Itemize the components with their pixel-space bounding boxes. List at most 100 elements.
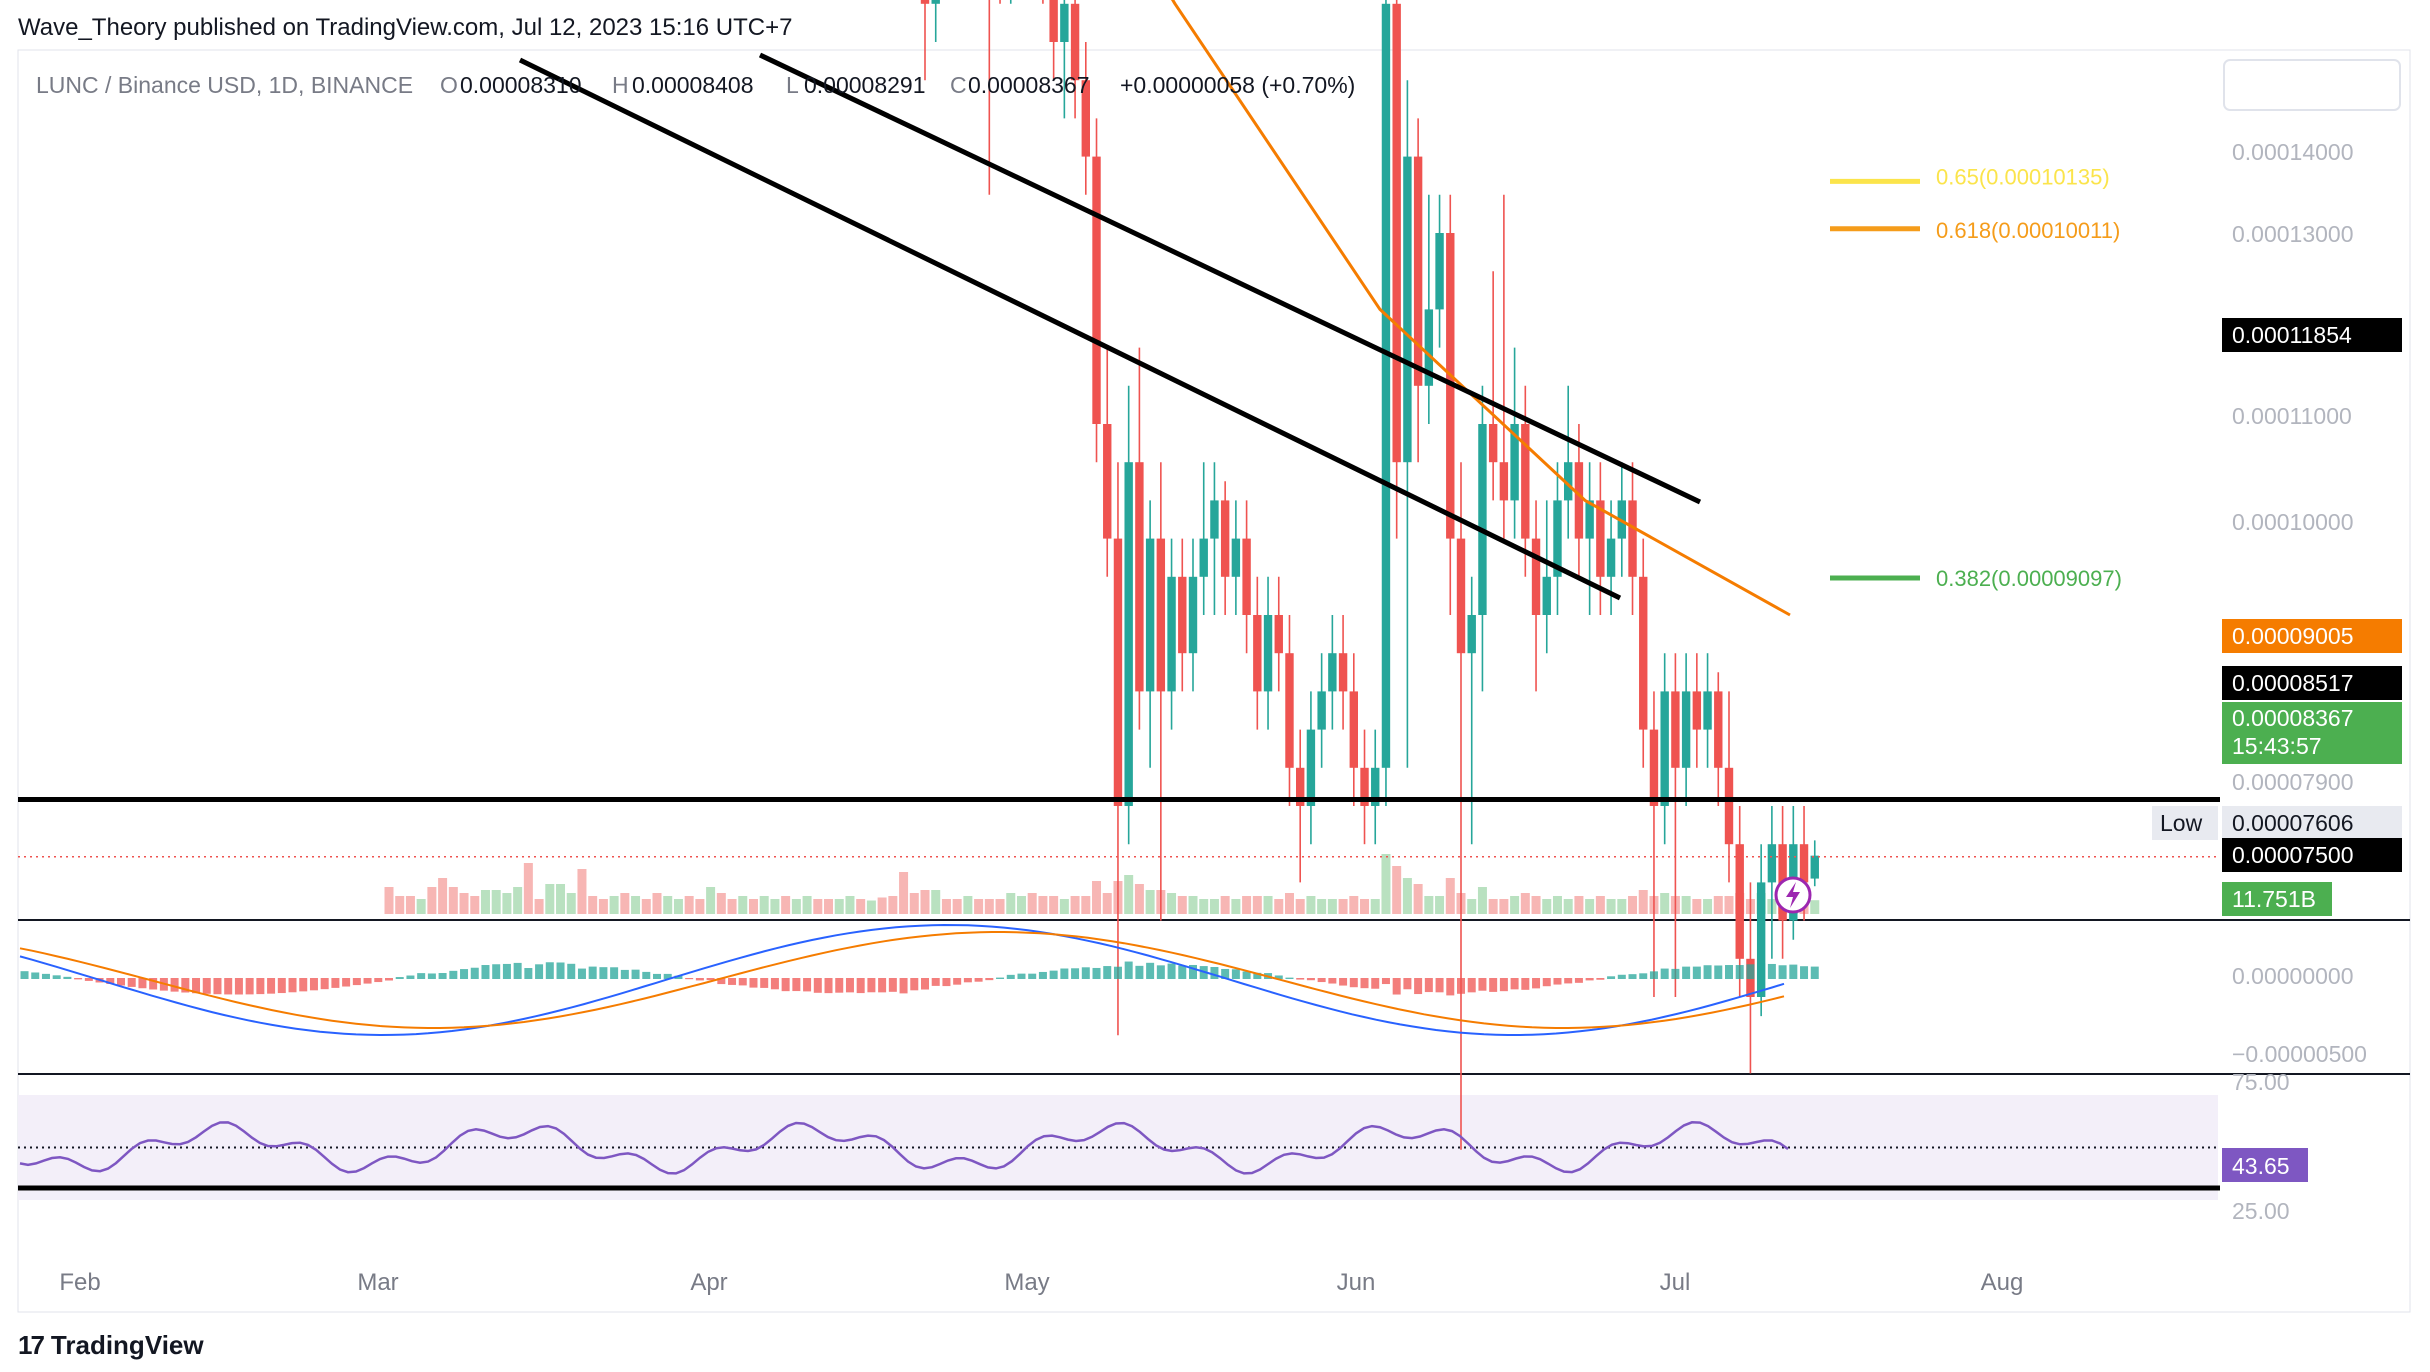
- volume-bar: [706, 887, 716, 914]
- volume-bar: [1542, 899, 1552, 914]
- macd-histogram-bar: [1317, 978, 1326, 983]
- macd-histogram-bar: [1360, 978, 1369, 989]
- volume-bar: [1435, 896, 1445, 914]
- volume-bar: [545, 884, 555, 914]
- x-tick-label: May: [1004, 1269, 1049, 1296]
- candle-body: [931, 0, 940, 4]
- volume-bar: [609, 896, 619, 914]
- price-axis[interactable]: 0.00014000 0.00013000 0.00011000 0.00010…: [2232, 139, 2354, 795]
- volume-tag-bg: [2222, 882, 2332, 916]
- macd-histogram-bar: [1371, 978, 1380, 989]
- macd-histogram-bar: [974, 978, 983, 982]
- macd-histogram-bar: [1306, 978, 1315, 981]
- candle-body: [1199, 538, 1208, 577]
- x-tick-label: Apr: [690, 1269, 727, 1296]
- macd-histogram-bar: [1178, 965, 1187, 979]
- volume-bar: [577, 869, 587, 914]
- volume-bar: [781, 896, 791, 914]
- legend-h-value: 0.00008408: [632, 72, 754, 98]
- volume-bar: [1617, 899, 1627, 914]
- volume-bar: [620, 893, 630, 914]
- volume-bar: [1531, 896, 1541, 914]
- candle-body: [1210, 500, 1219, 539]
- volume-bar: [480, 890, 490, 914]
- macd-histogram-bar: [1628, 974, 1637, 979]
- macd-histogram-bar: [1542, 978, 1551, 987]
- volume-bar: [1381, 854, 1391, 914]
- volume-bar: [834, 899, 844, 914]
- volume-bar: [1467, 899, 1477, 914]
- volume-bar: [1231, 899, 1241, 914]
- macd-histogram-bar: [577, 968, 586, 979]
- candle-body: [1081, 80, 1090, 157]
- volume-bar: [1360, 899, 1370, 914]
- volume-bar: [695, 899, 705, 914]
- volume-bar: [513, 887, 523, 914]
- fib-level-label: 0.618(0.00010011): [1936, 218, 2120, 243]
- volume-bar: [1477, 887, 1487, 914]
- macd-histogram-bar: [653, 973, 661, 979]
- y-tick-label: 0.00010000: [2232, 509, 2354, 535]
- candle-body: [1499, 462, 1509, 501]
- macd-histogram-bar: [535, 964, 544, 979]
- candle-body: [1338, 653, 1348, 692]
- macd-histogram-bar: [1446, 978, 1455, 996]
- macd-line: [19, 923, 1785, 1037]
- volume-bar: [427, 887, 437, 914]
- fib-level-label: 0.382(0.00009097): [1936, 566, 2122, 591]
- macd-histogram-bar: [1328, 978, 1337, 984]
- macd-histogram-bar: [760, 978, 769, 988]
- macd-histogram-bar: [717, 978, 726, 985]
- volume-bar: [963, 896, 973, 914]
- macd-histogram-bar: [1135, 965, 1144, 979]
- indicator-axis[interactable]: 0.00000000 −0.00000500 75.00 25.00: [2232, 963, 2367, 1224]
- lightning-icon[interactable]: [1774, 876, 1812, 914]
- legend-button[interactable]: [2223, 59, 2401, 111]
- macd-histogram-bar: [921, 978, 929, 990]
- candle-body: [1596, 500, 1605, 577]
- macd-histogram-bar: [545, 962, 554, 979]
- countdown-tag: 15:43:57: [2232, 733, 2322, 759]
- macd-histogram-bar: [1607, 976, 1616, 979]
- candle-body: [1135, 462, 1144, 692]
- low-tag: 0.00007606: [2232, 810, 2354, 836]
- macd-histogram-bar: [1467, 978, 1476, 993]
- volume-bar: [1081, 896, 1091, 914]
- candles-layer: [920, 0, 1819, 1150]
- ma-long-tag: 0.00011854: [2232, 322, 2352, 348]
- tradingview-brand: TradingView: [50, 1330, 204, 1360]
- macd-histogram-bar: [1349, 978, 1358, 988]
- volume-bar: [459, 893, 469, 914]
- volume-bar: [759, 896, 769, 914]
- x-tick-label: Jun: [1337, 1269, 1376, 1296]
- macd-histogram-bar: [1532, 978, 1541, 989]
- macd-histogram-bar: [1617, 974, 1626, 979]
- candle-body: [1349, 691, 1358, 768]
- volume-bar: [1392, 866, 1402, 914]
- volume-bar: [1810, 900, 1820, 914]
- macd-histogram-bar: [492, 964, 501, 979]
- candle-body: [1585, 500, 1594, 539]
- macd-histogram-bar: [1596, 978, 1605, 980]
- trendline: [758, 52, 1702, 505]
- y-tick-label: 0.00014000: [2232, 139, 2354, 165]
- volume-bar: [1059, 899, 1069, 914]
- macd-histogram-bar: [1017, 973, 1026, 979]
- macd-histogram-bar: [202, 978, 211, 994]
- macd-histogram-bar: [41, 973, 50, 979]
- volume-bar: [1681, 896, 1691, 914]
- candle-body: [1553, 500, 1562, 577]
- macd-histogram-bar: [1339, 978, 1348, 986]
- volume-bar: [1327, 899, 1337, 914]
- macd-histogram-bar: [502, 963, 511, 979]
- volume-bar: [1220, 896, 1230, 914]
- macd-histogram-bar: [117, 978, 125, 986]
- candle-body: [1703, 691, 1712, 730]
- volume-bar: [1177, 896, 1187, 914]
- volume-bar: [1263, 896, 1273, 914]
- time-axis[interactable]: Feb Mar Apr May Jun Jul Aug: [59, 1269, 2023, 1296]
- macd-histogram-bar: [1006, 974, 1015, 979]
- volume-bar: [877, 897, 887, 914]
- tradingview-logo[interactable]: 17 TradingView: [18, 1330, 204, 1361]
